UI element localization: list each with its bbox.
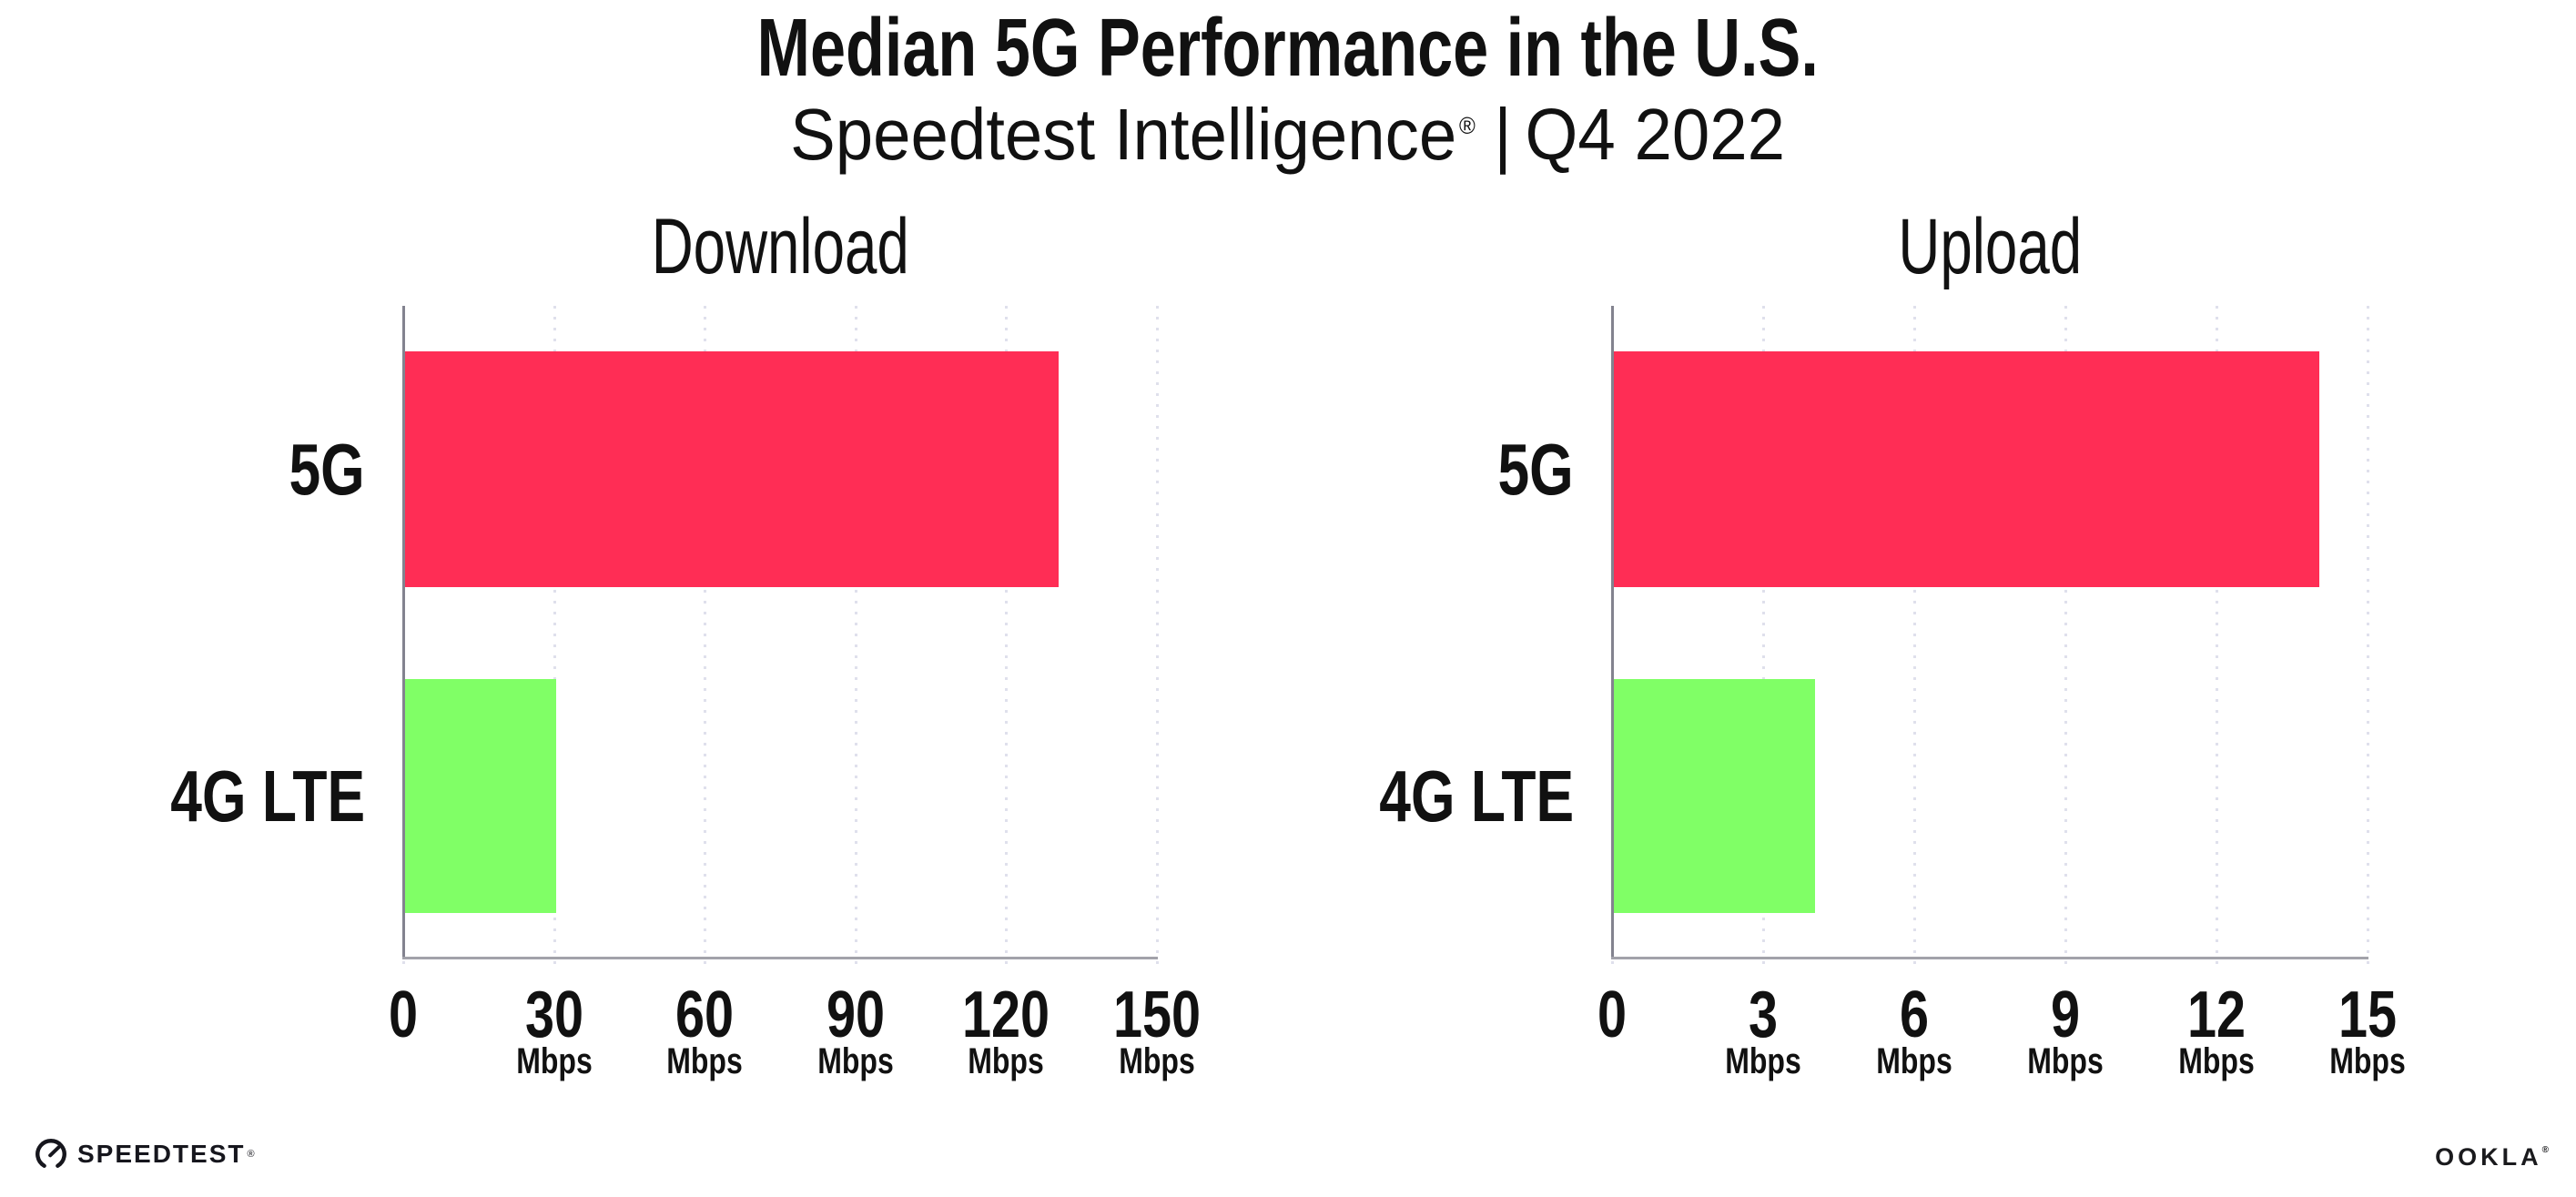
category-label-5g: 5G xyxy=(1028,351,1574,587)
speedtest-logo: SPEEDTEST ® xyxy=(33,1136,255,1172)
x-tick-unit-label: Mbps xyxy=(2027,1041,2104,1081)
gridline-60-mbps xyxy=(704,306,707,971)
gridline-15-mbps xyxy=(2367,306,2369,971)
bar-5g xyxy=(1614,351,2319,587)
x-tick-unit-label: Mbps xyxy=(1119,1041,1195,1081)
x-tick-label: 12 xyxy=(2186,979,2246,1051)
gridline-90-mbps xyxy=(854,306,857,971)
ookla-logo: OOKLA® xyxy=(2435,1145,2549,1170)
x-tick-label: 30 xyxy=(524,979,583,1051)
bar-4g-lte xyxy=(405,679,556,913)
y-axis-line xyxy=(1611,306,1614,959)
category-label-text: 4G LTE xyxy=(1379,755,1574,837)
x-tick-label: 9 xyxy=(2050,979,2081,1051)
download-chart-title: Download xyxy=(651,203,909,290)
x-tick-label: 0 xyxy=(388,979,419,1051)
gridline-9-mbps xyxy=(2064,306,2067,971)
page-title: Median 5G Performance in the U.S. xyxy=(756,3,1820,94)
x-tick-unit-label: Mbps xyxy=(817,1041,894,1081)
gridline-12-mbps xyxy=(2216,306,2218,971)
x-tick-label: 6 xyxy=(1899,979,1930,1051)
speedtest-wordmark: SPEEDTEST xyxy=(77,1140,246,1168)
download-plot-area xyxy=(402,306,1159,971)
category-label-text: 5G xyxy=(289,428,365,510)
bar-5g xyxy=(405,351,1059,587)
category-label-5g: 5G xyxy=(0,351,365,587)
x-tick-label: 3 xyxy=(1748,979,1779,1051)
subtitle-brand: Speedtest Intelligence xyxy=(790,94,1457,175)
x-tick-unit-label: Mbps xyxy=(2329,1041,2406,1081)
ookla-trademark-mark: ® xyxy=(2541,1145,2549,1155)
gridline-30-mbps xyxy=(553,306,556,971)
x-axis-line xyxy=(402,957,1158,959)
x-tick-unit-label: Mbps xyxy=(666,1041,743,1081)
y-axis-line xyxy=(402,306,405,959)
category-label-4g-lte: 4G LTE xyxy=(0,679,365,913)
subtitle-divider: | xyxy=(1494,94,1513,175)
category-label-text: 4G LTE xyxy=(170,755,365,837)
x-tick-unit-label: Mbps xyxy=(1725,1041,1801,1081)
x-axis-line xyxy=(1611,957,2368,959)
x-tick-label: 120 xyxy=(962,979,1050,1051)
x-tick-unit-label: Mbps xyxy=(968,1041,1045,1081)
category-label-4g-lte: 4G LTE xyxy=(1028,679,1574,913)
category-label-text: 5G xyxy=(1497,428,1574,510)
x-tick-label: 90 xyxy=(826,979,885,1051)
subtitle-period: Q4 2022 xyxy=(1525,94,1786,175)
ookla-wordmark: OOKLA xyxy=(2435,1143,2542,1171)
gridline-150-mbps xyxy=(1156,306,1159,971)
registered-trademark-mark: ® xyxy=(1459,112,1476,140)
x-tick-label: 60 xyxy=(675,979,735,1051)
x-tick-unit-label: Mbps xyxy=(515,1041,593,1081)
page-subtitle: Speedtest Intelligence ® | Q4 2022 xyxy=(0,98,2576,171)
x-tick-label: 0 xyxy=(1597,979,1628,1051)
speedtest-gauge-icon xyxy=(35,1139,66,1168)
x-tick-label: 150 xyxy=(1112,979,1202,1051)
x-tick-unit-label: Mbps xyxy=(1876,1041,1952,1081)
x-tick-label: 15 xyxy=(2338,979,2398,1051)
gridline-120-mbps xyxy=(1005,306,1009,971)
bar-4g-lte xyxy=(1614,679,1816,913)
gridline-3-mbps xyxy=(1762,306,1765,971)
upload-plot-area xyxy=(1611,306,2369,971)
gridline-6-mbps xyxy=(1913,306,1916,971)
upload-chart-title: Upload xyxy=(1898,203,2082,290)
x-tick-unit-label: Mbps xyxy=(2178,1041,2255,1081)
